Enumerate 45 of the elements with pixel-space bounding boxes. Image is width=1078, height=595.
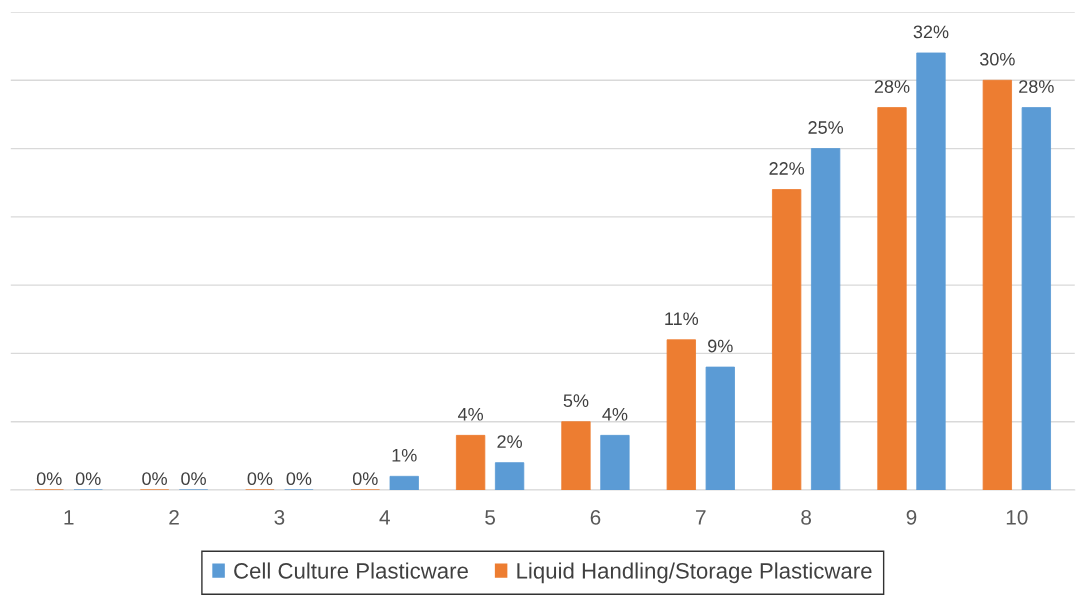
x-tick-label: 1 [64,510,74,525]
data-label: 28% [874,80,910,93]
bar [810,148,841,490]
x-tick-label: 6 [590,509,601,525]
data-label: 28% [1019,80,1054,93]
legend-label: Cell Culture Plasticware [234,562,468,579]
data-label: 25% [808,121,844,134]
data-label: 0% [181,472,206,486]
bar [982,79,1012,490]
bar [600,434,630,490]
data-label: 0% [36,472,62,486]
data-label: 4% [602,407,628,421]
data-label: 4% [457,407,484,421]
x-tick-label: 10 [1006,509,1028,525]
data-label: 9% [708,339,733,353]
x-tick-label: 2 [169,509,179,525]
x-tick-label: 7 [696,510,706,525]
x-tick-label: 8 [801,509,812,525]
x-tick-label: 5 [485,510,496,525]
bar [772,189,802,490]
bar [494,462,525,490]
bar [666,339,696,490]
data-label: 0% [286,472,312,486]
x-tick-label: 3 [274,509,285,525]
x-tick-label: 9 [906,509,917,525]
data-label: 0% [352,472,378,486]
bar [389,475,419,490]
bar [455,434,486,490]
x-tick-label: 4 [379,510,390,525]
legend-label: Liquid Handling/Storage Plasticware [517,562,872,584]
data-label: 0% [142,472,167,486]
bar [916,52,946,490]
data-label: 22% [769,162,805,175]
bar [705,366,735,490]
data-label: 1% [392,448,417,462]
data-label: 32% [913,25,949,39]
bar [561,421,591,490]
bar [877,107,907,490]
data-label: 30% [979,52,1015,66]
data-label: 0% [75,472,101,486]
bar [1021,107,1051,490]
data-label: 5% [563,394,589,408]
data-label: 2% [497,435,522,448]
data-label: 0% [247,472,273,486]
data-label: 11% [665,312,699,326]
